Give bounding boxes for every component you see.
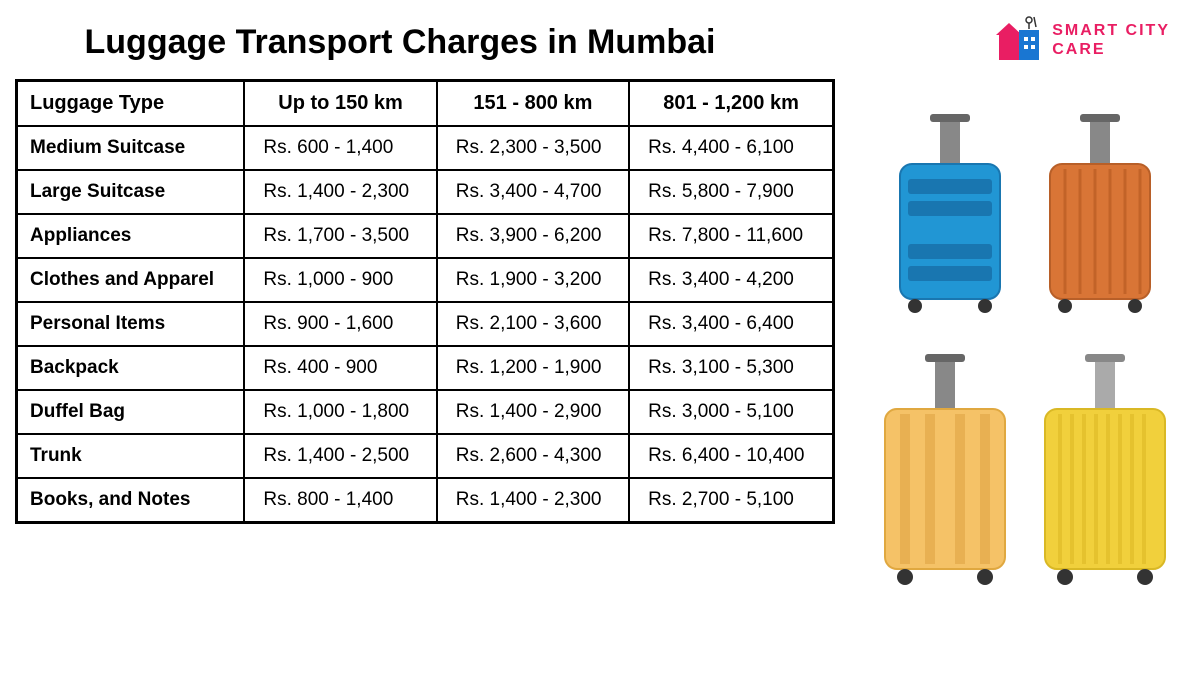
- cell-price: Rs. 4,400 - 6,100: [629, 126, 833, 170]
- table-row: Large Suitcase Rs. 1,400 - 2,300 Rs. 3,4…: [17, 170, 834, 214]
- cell-price: Rs. 900 - 1,600: [244, 302, 436, 346]
- cell-price: Rs. 1,900 - 3,200: [437, 258, 629, 302]
- logo-icon: [994, 15, 1044, 65]
- table-header-row: Luggage Type Up to 150 km 151 - 800 km 8…: [17, 81, 834, 127]
- cell-price: Rs. 1,400 - 2,500: [244, 434, 436, 478]
- cell-price: Rs. 1,200 - 1,900: [437, 346, 629, 390]
- header-distance-1: Up to 150 km: [244, 81, 436, 127]
- cell-price: Rs. 6,400 - 10,400: [629, 434, 833, 478]
- cell-price: Rs. 400 - 900: [244, 346, 436, 390]
- cell-price: Rs. 800 - 1,400: [244, 478, 436, 523]
- table-row: Trunk Rs. 1,400 - 2,500 Rs. 2,600 - 4,30…: [17, 434, 834, 478]
- header-distance-3: 801 - 1,200 km: [629, 81, 833, 127]
- pricing-table: Luggage Type Up to 150 km 151 - 800 km 8…: [15, 79, 835, 524]
- cell-price: Rs. 1,000 - 1,800: [244, 390, 436, 434]
- cell-price: Rs. 2,600 - 4,300: [437, 434, 629, 478]
- page-title: Luggage Transport Charges in Mumbai: [50, 0, 750, 79]
- cell-price: Rs. 1,400 - 2,900: [437, 390, 629, 434]
- cell-price: Rs. 1,400 - 2,300: [437, 478, 629, 523]
- cell-price: Rs. 1,400 - 2,300: [244, 170, 436, 214]
- cell-type: Personal Items: [17, 302, 245, 346]
- pricing-table-container: Luggage Type Up to 150 km 151 - 800 km 8…: [15, 79, 845, 619]
- table-row: Personal Items Rs. 900 - 1,600 Rs. 2,100…: [17, 302, 834, 346]
- table-row: Duffel Bag Rs. 1,000 - 1,800 Rs. 1,400 -…: [17, 390, 834, 434]
- cell-price: Rs. 600 - 1,400: [244, 126, 436, 170]
- logo-text-line1: SMART CITY: [1052, 21, 1170, 40]
- cell-type: Trunk: [17, 434, 245, 478]
- cell-price: Rs. 3,400 - 4,700: [437, 170, 629, 214]
- suitcase-blue-icon: [880, 109, 1020, 319]
- suitcase-orange-icon: [1030, 109, 1170, 319]
- cell-price: Rs. 3,100 - 5,300: [629, 346, 833, 390]
- cell-price: Rs. 1,700 - 3,500: [244, 214, 436, 258]
- cell-type: Large Suitcase: [17, 170, 245, 214]
- suitcase-beige-icon: [870, 349, 1020, 589]
- cell-type: Clothes and Apparel: [17, 258, 245, 302]
- cell-type: Books, and Notes: [17, 478, 245, 523]
- cell-type: Backpack: [17, 346, 245, 390]
- cell-price: Rs. 3,900 - 6,200: [437, 214, 629, 258]
- header-luggage-type: Luggage Type: [17, 81, 245, 127]
- suitcases-illustration: [865, 79, 1185, 619]
- cell-price: Rs. 2,700 - 5,100: [629, 478, 833, 523]
- cell-type: Duffel Bag: [17, 390, 245, 434]
- logo: SMART CITY CARE: [994, 15, 1170, 65]
- table-row: Backpack Rs. 400 - 900 Rs. 1,200 - 1,900…: [17, 346, 834, 390]
- cell-price: Rs. 1,000 - 900: [244, 258, 436, 302]
- table-row: Appliances Rs. 1,700 - 3,500 Rs. 3,900 -…: [17, 214, 834, 258]
- suitcase-yellow-icon: [1030, 349, 1180, 589]
- cell-price: Rs. 7,800 - 11,600: [629, 214, 833, 258]
- table-row: Clothes and Apparel Rs. 1,000 - 900 Rs. …: [17, 258, 834, 302]
- cell-type: Appliances: [17, 214, 245, 258]
- header-distance-2: 151 - 800 km: [437, 81, 629, 127]
- cell-price: Rs. 2,100 - 3,600: [437, 302, 629, 346]
- cell-price: Rs. 3,400 - 6,400: [629, 302, 833, 346]
- logo-text-line2: CARE: [1052, 40, 1170, 59]
- cell-price: Rs. 2,300 - 3,500: [437, 126, 629, 170]
- table-row: Medium Suitcase Rs. 600 - 1,400 Rs. 2,30…: [17, 126, 834, 170]
- cell-price: Rs. 3,000 - 5,100: [629, 390, 833, 434]
- cell-price: Rs. 3,400 - 4,200: [629, 258, 833, 302]
- cell-type: Medium Suitcase: [17, 126, 245, 170]
- table-row: Books, and Notes Rs. 800 - 1,400 Rs. 1,4…: [17, 478, 834, 523]
- cell-price: Rs. 5,800 - 7,900: [629, 170, 833, 214]
